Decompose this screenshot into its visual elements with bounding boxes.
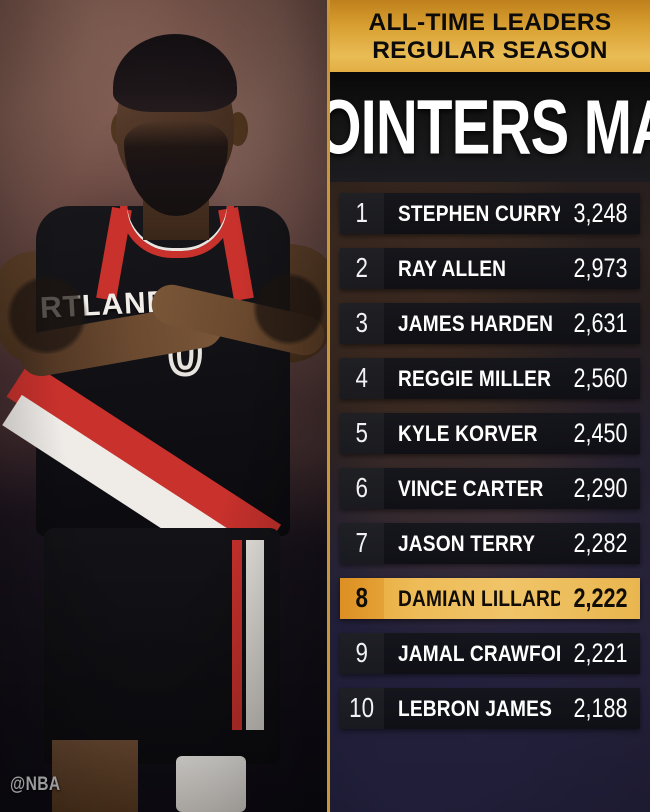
row-value: 2,188: [573, 693, 628, 723]
leaderboard-list: 1 STEPHEN CURRY 3,248 2 RAY ALLEN 2,973 3 JAMES…: [330, 182, 650, 729]
row-rank: 3: [340, 303, 384, 344]
row-player-name: STEPHEN CURRY: [398, 200, 561, 226]
row-rank: 10: [340, 688, 384, 729]
row-value: 2,973: [573, 253, 628, 283]
tattoo-sleeve-left: [4, 276, 90, 354]
row-player-name: LEBRON JAMES: [398, 695, 552, 721]
leaderboard-row[interactable]: 1 STEPHEN CURRY 3,248: [340, 193, 640, 234]
row-value: 2,450: [573, 418, 628, 448]
leaderboard-row[interactable]: 2 RAY ALLEN 2,973: [340, 248, 640, 289]
stats-panel: ALL-TIME LEADERS REGULAR SEASON 3-POINTE…: [327, 0, 650, 812]
page-title: 3-POINTERS MADE: [330, 84, 650, 170]
row-rank: 4: [340, 358, 384, 399]
leaderboard-row[interactable]: 8 DAMIAN LILLARD 2,222: [340, 578, 640, 619]
leaderboard-row[interactable]: 9 JAMAL CRAWFORD 2,221: [340, 633, 640, 674]
photo-vignette: [0, 0, 327, 812]
row-player-name: JASON TERRY: [398, 530, 536, 556]
row-value: 2,560: [573, 363, 628, 393]
header-line-1: ALL-TIME LEADERS: [368, 9, 612, 36]
row-rank: 8: [340, 578, 384, 619]
player-leg-sleeve: [176, 756, 246, 812]
title-block: 3-POINTERS MADE: [330, 72, 650, 182]
row-player-name: KYLE KORVER: [398, 420, 538, 446]
row-player-name: VINCE CARTER: [398, 475, 544, 501]
leaderboard-row[interactable]: 6 VINCE CARTER 2,290: [340, 468, 640, 509]
player-hair: [113, 34, 237, 112]
leaderboard-row[interactable]: 7 JASON TERRY 2,282: [340, 523, 640, 564]
leaderboard-row[interactable]: 4 REGGIE MILLER 2,560: [340, 358, 640, 399]
row-value: 2,290: [573, 473, 628, 503]
row-player-name: DAMIAN LILLARD: [398, 585, 561, 611]
row-rank: 1: [340, 193, 384, 234]
shorts-red-stripe: [232, 540, 242, 730]
row-player-name: RAY ALLEN: [398, 255, 507, 281]
row-rank: 6: [340, 468, 384, 509]
row-player-name: JAMAL CRAWFORD: [398, 640, 560, 666]
row-rank: 7: [340, 523, 384, 564]
leaderboard-row[interactable]: 5 KYLE KORVER 2,450: [340, 413, 640, 454]
leaderboard-row[interactable]: 3 JAMES HARDEN 2,631: [340, 303, 640, 344]
nba-watermark: @NBA: [10, 774, 61, 795]
player-leg: [52, 740, 138, 812]
tattoo-sleeve-right: [252, 272, 326, 346]
leaderboard-row[interactable]: 10 LEBRON JAMES 2,188: [340, 688, 640, 729]
row-rank: 9: [340, 633, 384, 674]
row-value: 2,631: [573, 308, 628, 338]
row-value: 3,248: [573, 198, 628, 228]
row-player-name: JAMES HARDEN: [398, 310, 554, 336]
player-photo: RTLAND 0 @NBA: [0, 0, 327, 812]
header-band: ALL-TIME LEADERS REGULAR SEASON: [330, 0, 650, 72]
shorts-white-stripe: [246, 540, 264, 730]
row-value: 2,222: [573, 583, 628, 613]
row-value: 2,221: [573, 638, 628, 668]
row-rank: 2: [340, 248, 384, 289]
row-value: 2,282: [573, 528, 628, 558]
row-rank: 5: [340, 413, 384, 454]
player-figure: RTLAND 0: [0, 34, 327, 812]
header-line-2: REGULAR SEASON: [372, 37, 608, 64]
row-player-name: REGGIE MILLER: [398, 365, 552, 391]
